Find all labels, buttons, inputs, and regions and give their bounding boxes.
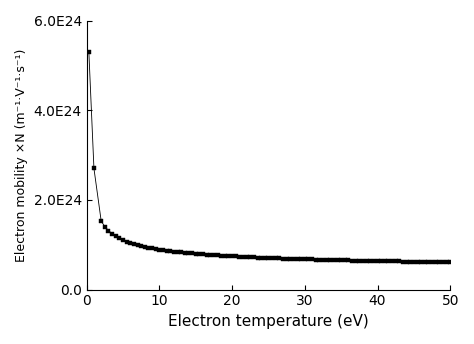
X-axis label: Electron temperature (eV): Electron temperature (eV) (168, 314, 369, 329)
Y-axis label: Electron mobility ×N (m⁻¹·V⁻¹·s⁻¹): Electron mobility ×N (m⁻¹·V⁻¹·s⁻¹) (15, 49, 28, 262)
